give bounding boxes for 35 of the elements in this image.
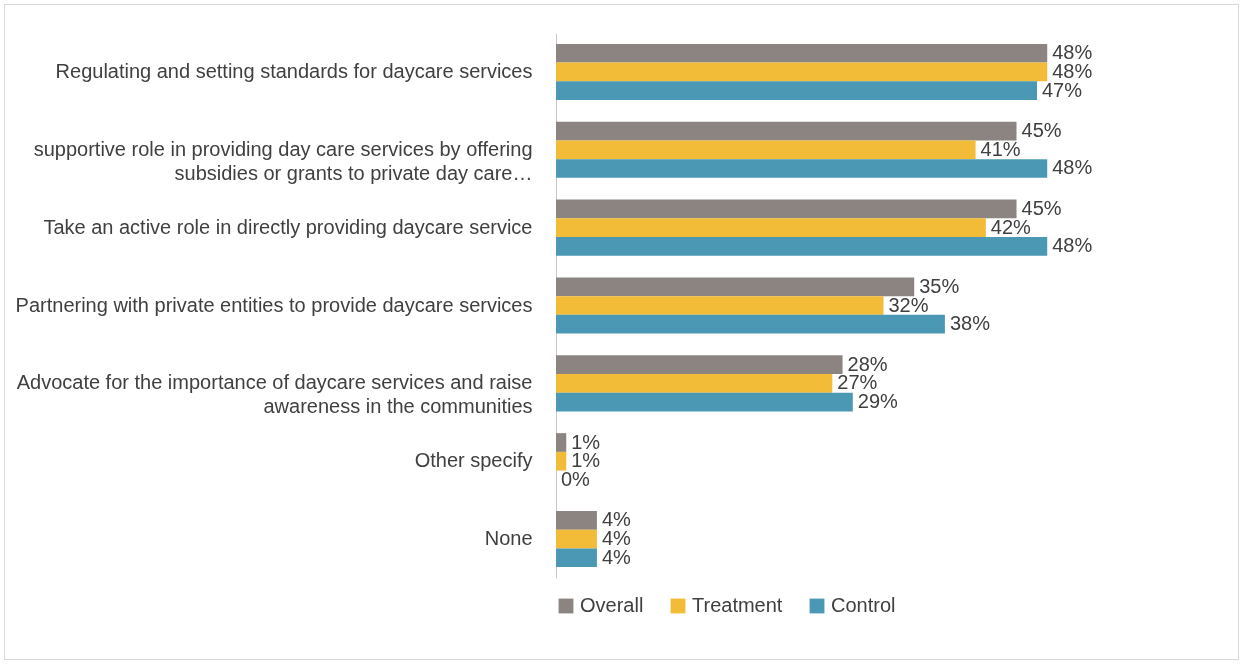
legend-label: Control [831,594,896,616]
y-tick-label: Take an active role in directly providing daycare service [43,215,533,238]
bar [556,314,945,334]
data-label: 38% [949,312,991,335]
bar [556,296,884,315]
y-tick-label: None [484,527,533,550]
bar [556,43,1048,63]
bar [556,218,986,237]
bar [556,62,1048,82]
bar [556,236,1048,256]
legend-label: Treatment [692,594,783,616]
bar [556,529,597,549]
bar [556,355,843,375]
bar [556,548,597,568]
bar [556,277,915,297]
y-tick-label: Regulating and setting standards for daycare services [55,59,533,82]
y-tick-label: Other specify [414,449,533,472]
data-label: 45% [1021,119,1062,142]
bar [556,374,833,393]
y-tick-label: Partnering with private entities to provide daycare services [15,293,533,316]
data-label: 41% [980,137,1021,160]
bar [556,392,853,412]
bar [556,121,1017,141]
data-label: 48% [1052,156,1093,179]
bar [556,433,567,452]
data-label: 48% [1052,234,1093,257]
legend-label: Overall [580,594,644,616]
y-tick-label: supportive role in providing day care services by offering subsidies or grants to private day care… [33,137,533,184]
bar [556,451,567,471]
y-tick-label: Advocate for the importance of daycare services and raise awareness in the communities [16,371,533,418]
bar [556,81,1037,100]
bar [556,159,1048,178]
bar [556,199,1017,219]
bar [556,511,597,530]
bar [556,140,976,160]
